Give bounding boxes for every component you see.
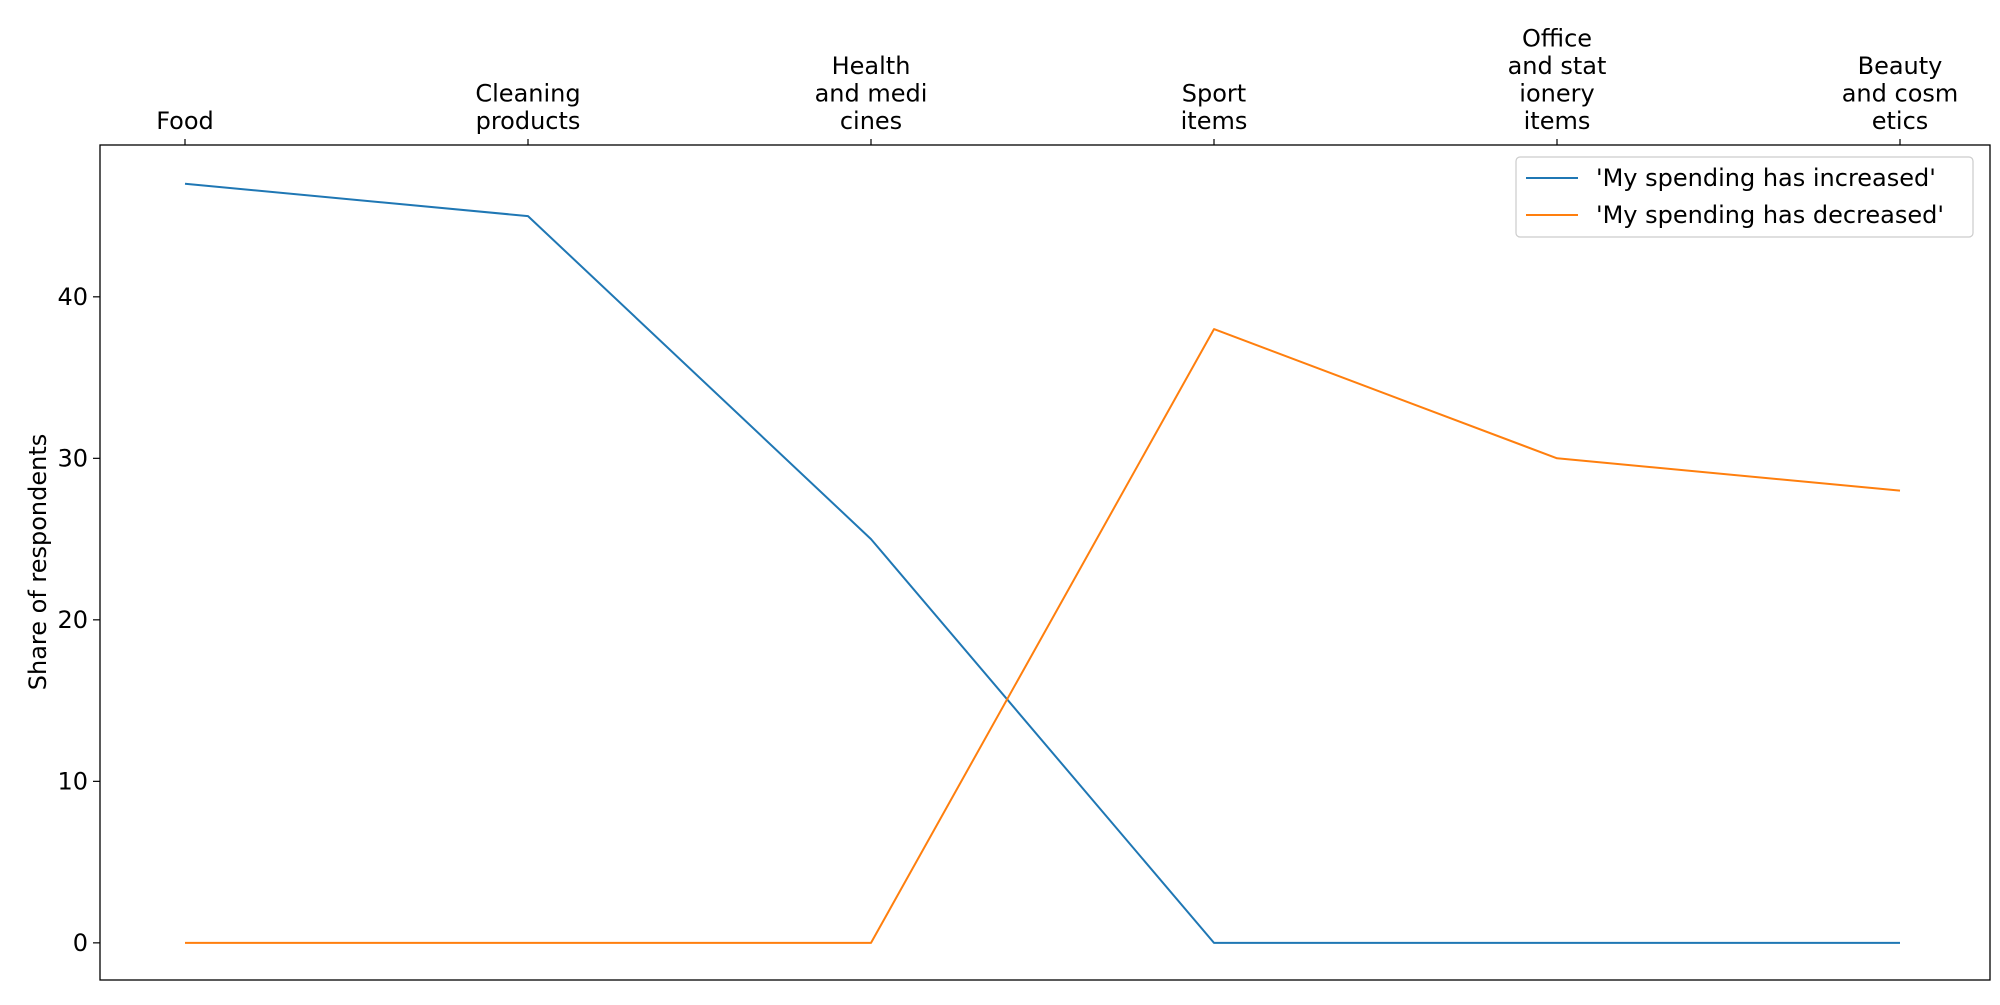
x-tick-label: Office and stat ionery items [1508, 25, 1607, 136]
y-tick-label: 0 [73, 929, 88, 957]
x-tick-label: Sport items [1181, 80, 1248, 136]
series-line-2 [185, 328, 1901, 944]
y-axis: 0 10 20 30 40 [57, 283, 100, 957]
y-tick-label: 10 [57, 767, 88, 795]
x-tick-label: Food [156, 107, 214, 135]
x-tick-label: Cleaning products [475, 80, 580, 136]
series-line-1 [184, 182, 1900, 944]
legend: 'My spending has increased' 'My spending … [1515, 156, 1974, 238]
y-tick-label: 30 [57, 444, 88, 472]
plot-area [99, 144, 1991, 981]
x-tick-label: Beauty and cosm etics [1842, 52, 1959, 135]
y-axis-label: Share of respondents [24, 434, 52, 691]
series-layer [184, 182, 1901, 944]
plot-frame [99, 144, 1991, 981]
y-tick-label: 20 [57, 606, 88, 634]
legend-label-2: 'My spending has decreased' [1596, 201, 1944, 229]
legend-label-1: 'My spending has increased' [1596, 164, 1936, 192]
y-tick-label: 40 [57, 283, 88, 311]
x-axis: Food Cleaning products Health and medi cines S… [156, 25, 1959, 145]
x-tick-label: Health and medi cines [815, 52, 928, 135]
legend-box [1515, 156, 1974, 238]
